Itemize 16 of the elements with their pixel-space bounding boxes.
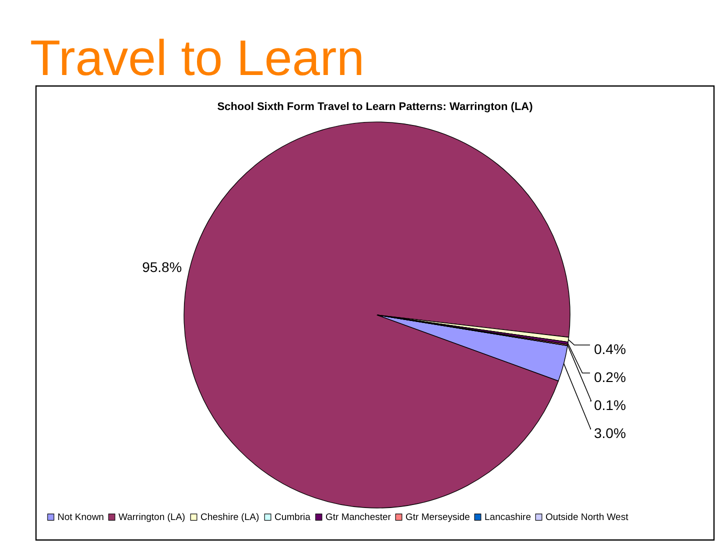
legend-label: Not Known <box>58 512 104 524</box>
data-label: 0.1% <box>594 397 626 413</box>
legend-label: Cheshire (LA) <box>200 512 260 524</box>
data-label: 0.4% <box>594 341 626 357</box>
legend-label: Gtr Merseyside <box>406 512 470 524</box>
legend-label: Warrington (LA) <box>118 512 186 524</box>
data-label: 0.2% <box>594 369 626 385</box>
legend-label: Lancashire <box>484 512 531 524</box>
pie-slice <box>184 122 570 508</box>
data-label: 3.0% <box>594 425 626 441</box>
chart-subtitle: School Sixth Form Travel to Learn Patterns: Warrington (LA) <box>217 101 534 113</box>
legend-label: Gtr Manchester <box>326 512 391 524</box>
legend-label: Outside North West <box>546 512 629 524</box>
data-label: 95.8% <box>142 259 182 276</box>
legend-label: Cumbria <box>274 512 312 524</box>
chart-title: Travel to Learn <box>30 30 364 86</box>
